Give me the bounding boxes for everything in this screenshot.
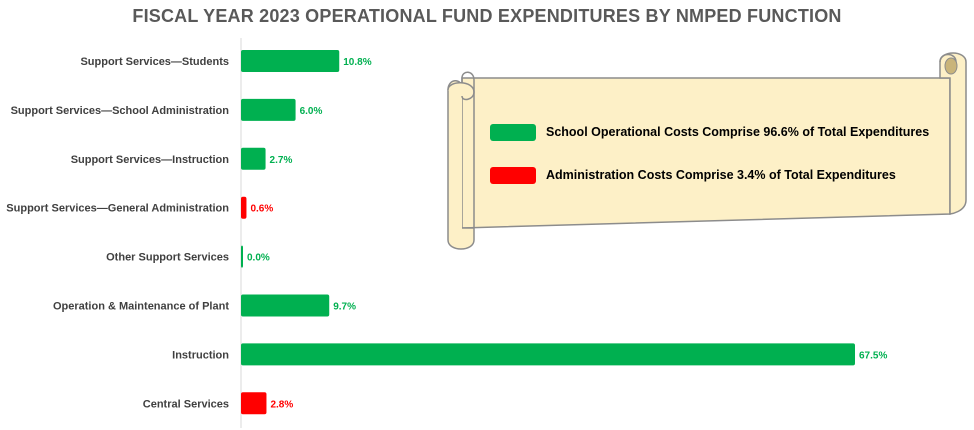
data-label: 10.8%: [343, 57, 371, 68]
bar: [241, 245, 243, 268]
category-label: Instruction: [172, 349, 229, 361]
category-label: Support Services—School Administration: [11, 105, 230, 117]
legend-item-admin: Administration Costs Comprise 3.4% of To…: [490, 165, 896, 185]
legend-text-school: School Operational Costs Comprise 96.6% …: [546, 125, 930, 139]
data-label: 0.0%: [247, 253, 270, 264]
data-label: 2.7%: [270, 155, 293, 166]
legend-text-admin: Administration Costs Comprise 3.4% of To…: [546, 168, 896, 182]
bar: [241, 147, 266, 170]
scroll-left-edge: [461, 71, 475, 228]
legend: School Operational Costs Comprise 96.6% …: [490, 118, 960, 208]
category-label: Other Support Services: [106, 252, 229, 264]
category-label: Operation & Maintenance of Plant: [53, 301, 229, 313]
category-label: Central Services: [143, 398, 229, 410]
legend-swatch-red: [490, 166, 536, 184]
legend-scroll: [447, 52, 967, 250]
bar: [241, 196, 247, 219]
bar: [241, 343, 855, 366]
data-label: 2.8%: [270, 399, 293, 410]
data-label: 0.6%: [250, 204, 273, 215]
bar: [241, 294, 330, 317]
bar: [241, 392, 267, 415]
bar: [241, 50, 340, 72]
category-label: Support Services—Instruction: [71, 154, 230, 166]
bars: Support Services—Students 10.8% Support Se…: [6, 50, 887, 415]
chart-title: FISCAL YEAR 2023 OPERATIONAL FUND EXPEND…: [132, 6, 842, 26]
data-label: 9.7%: [333, 302, 356, 313]
data-label: 6.0%: [300, 106, 323, 117]
bar: [241, 98, 296, 121]
category-label: Support Services—Students: [80, 56, 229, 68]
legend-swatch-green: [490, 123, 536, 141]
legend-item-school: School Operational Costs Comprise 96.6% …: [490, 122, 929, 142]
category-label: Support Services—General Administration: [6, 203, 229, 215]
scroll-right-shade: [944, 57, 958, 75]
data-label: 67.5%: [859, 350, 887, 361]
